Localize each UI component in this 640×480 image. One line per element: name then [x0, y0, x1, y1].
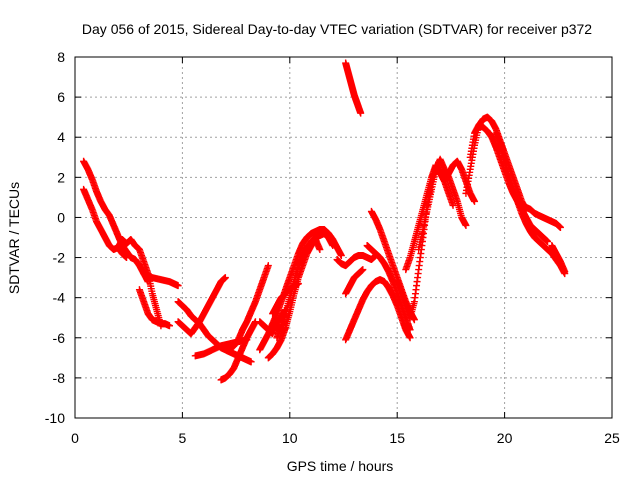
data-point-marker [471, 197, 479, 205]
series-arc-10 [226, 262, 272, 354]
series-arc-9 [217, 318, 259, 384]
data-point-marker [357, 109, 365, 117]
data-point-marker [544, 238, 552, 246]
series-arc-4 [135, 286, 174, 330]
data-point-marker [462, 221, 470, 229]
data-point-marker [337, 252, 345, 260]
y-tick-label: -10 [45, 410, 65, 426]
y-tick-label: 4 [57, 129, 65, 145]
series-arc-6 [174, 274, 229, 338]
data-point-marker [123, 254, 131, 262]
y-tick-label: -2 [53, 250, 66, 266]
series-arc-13 [273, 229, 337, 342]
series-arc-14 [264, 236, 324, 362]
x-tick-label: 0 [71, 430, 79, 446]
data-point-marker [221, 274, 229, 282]
series-arc-19 [342, 59, 365, 117]
x-tick-label: 25 [604, 430, 620, 446]
x-tick-label: 15 [389, 430, 405, 446]
y-tick-label: -8 [53, 370, 66, 386]
data-point-marker [406, 334, 414, 342]
data-point-marker [406, 326, 414, 334]
y-tick-label: -4 [53, 290, 66, 306]
ticks-layer: 0 5 10 15 20 25 -10 -8 -6 -4 -2 0 2 4 6 8 [45, 49, 620, 446]
y-tick-label: -6 [53, 330, 66, 346]
series-arc-5 [140, 270, 182, 290]
y-tick-label: 2 [57, 169, 65, 185]
chart-title: Day 056 of 2015, Sidereal Day-to-day VTE… [82, 21, 592, 37]
data-point-marker [294, 280, 302, 288]
data-point-marker [561, 268, 569, 276]
data-point-marker [359, 266, 367, 274]
series-arc-30 [548, 242, 569, 276]
x-tick-label: 5 [179, 430, 187, 446]
y-tick-label: 8 [57, 49, 65, 65]
series-arc-2 [80, 185, 131, 262]
marks-layer [80, 59, 569, 384]
series-arc-25 [440, 157, 479, 205]
data-point-marker [410, 316, 418, 324]
series-arc-29 [518, 201, 564, 231]
grid-layer [75, 57, 612, 418]
series-arc-18 [342, 276, 414, 344]
data-point-marker [556, 223, 564, 231]
data-point-marker [174, 282, 182, 290]
data-point-marker [166, 322, 174, 330]
plot-frame [74, 56, 613, 419]
x-tick-label: 10 [282, 430, 298, 446]
data-point-marker [316, 246, 324, 254]
data-point-marker [264, 262, 272, 270]
series-arc-17 [342, 266, 367, 298]
x-axis-title: GPS time / hours [287, 458, 394, 474]
y-axis-title: SDTVAR / TECUs [6, 182, 22, 294]
data-point-marker [247, 358, 255, 366]
y-tick-label: 6 [57, 89, 65, 105]
y-tick-label: 0 [57, 209, 65, 225]
data-point-marker [329, 242, 337, 250]
series-arc-3 [114, 236, 165, 330]
series-arc-15 [269, 280, 302, 318]
x-tick-label: 20 [497, 430, 513, 446]
